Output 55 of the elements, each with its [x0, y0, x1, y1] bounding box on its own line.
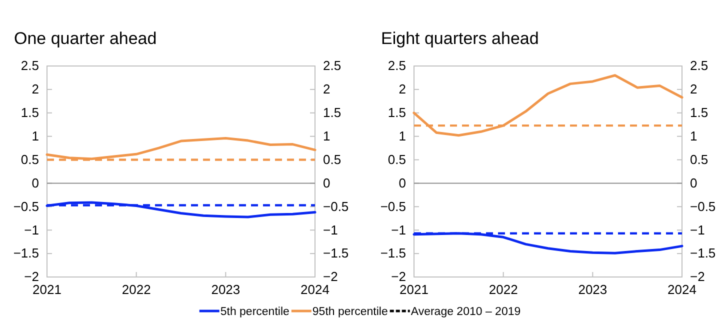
legend-label: 95th percentile: [312, 306, 388, 318]
y2-tick-label: −1.5: [690, 246, 716, 261]
y2-tick-label: 2.5: [690, 58, 708, 74]
y-tick-label: 0: [398, 175, 406, 190]
x-tick-label: 2023: [211, 282, 240, 298]
y2-tick-label: −0.5: [323, 198, 349, 214]
y2-tick-label: 2: [323, 82, 330, 97]
y-tick-label: 0: [32, 175, 39, 190]
y2-tick-label: −1: [690, 222, 705, 238]
y2-tick-label: 2.5: [323, 58, 342, 74]
y-tick-label: 0.5: [388, 152, 406, 167]
y2-tick-label: 1: [323, 128, 330, 144]
legend-label: 5th percentile: [220, 306, 290, 318]
y-tick-label: 2.5: [20, 58, 39, 74]
x-tick-label: 2024: [300, 282, 330, 298]
chart-title: One quarter ahead: [14, 29, 157, 48]
y-tick-label: 2: [398, 82, 406, 97]
line-series: [46, 136, 316, 160]
x-tick-label: 2023: [578, 282, 608, 298]
chart-title: Eight quarters ahead: [381, 29, 539, 48]
y2-tick-label: 1: [690, 128, 698, 144]
y-tick-label: −0.5: [13, 198, 39, 214]
x-tick-label: 2021: [32, 282, 62, 298]
text: Average 2010 – 2019: [410, 306, 521, 318]
y2-tick-label: 2: [690, 82, 698, 97]
y2-tick-label: −2: [323, 269, 338, 284]
y-tick-label: 2.5: [388, 58, 406, 74]
y2-tick-label: 1.5: [323, 105, 342, 120]
y2-tick-label: 1.5: [690, 105, 708, 120]
x-tick-label: 2021: [400, 282, 428, 298]
y-tick-label: 1: [398, 128, 406, 144]
line-series: [412, 74, 684, 137]
y-tick-label: −2: [24, 269, 39, 284]
y2-tick-label: 0.5: [690, 152, 708, 167]
y2-tick-label: 0: [690, 175, 698, 190]
y-tick-label: −1: [24, 222, 39, 238]
y-tick-label: −0.5: [380, 198, 406, 214]
y2-tick-label: −2: [690, 269, 705, 284]
y-tick-label: −1.5: [380, 246, 406, 261]
y2-tick-label: 0: [323, 175, 330, 190]
y-tick-label: 2: [32, 82, 39, 97]
x-tick-label: 2022: [488, 282, 518, 298]
x-tick-label: 2022: [122, 282, 151, 298]
y-tick-label: 1: [32, 128, 39, 144]
y2-tick-label: 0.5: [323, 152, 342, 167]
y-tick-label: 1.5: [20, 105, 39, 120]
x-tick-label: 2024: [668, 282, 696, 298]
y-tick-label: −1: [391, 222, 406, 238]
y2-tick-label: −1: [323, 222, 338, 238]
y-tick-label: −2: [391, 269, 406, 284]
y2-tick-label: −0.5: [690, 198, 716, 214]
y-tick-label: 1.5: [388, 105, 406, 120]
y-tick-label: 0.5: [20, 152, 39, 167]
y-tick-label: −1.5: [13, 246, 39, 261]
y2-tick-label: −1.5: [323, 246, 349, 261]
